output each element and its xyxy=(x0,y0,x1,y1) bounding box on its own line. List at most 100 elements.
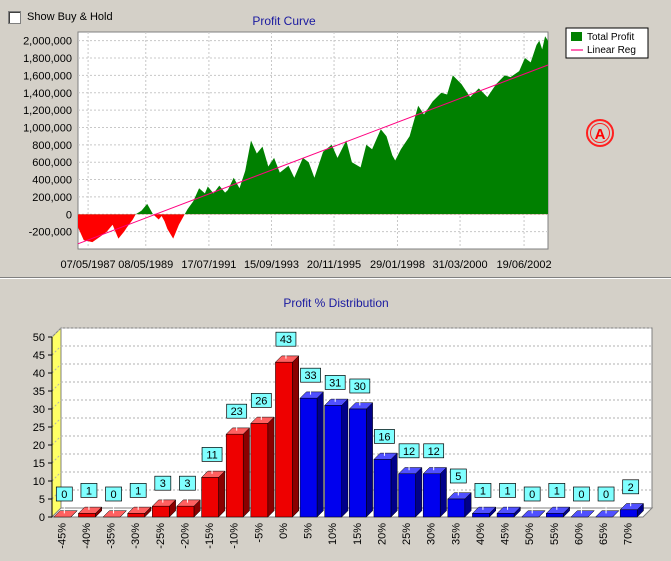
data-label-box xyxy=(129,483,147,498)
bar-front xyxy=(422,473,441,518)
data-label-box xyxy=(423,443,445,459)
x-tick-label: 15% xyxy=(352,523,364,545)
data-label-box xyxy=(398,443,420,459)
bar-top xyxy=(102,510,127,518)
data-label-box xyxy=(55,486,73,502)
distribution-x-axis: -45% -40% -35% -30% -25% -20% -15% -10% -5% 0% 5% 1… xyxy=(56,523,634,549)
bar-side xyxy=(366,402,373,518)
data-label-box xyxy=(622,479,640,495)
bar-side xyxy=(292,355,299,518)
bar-0%: 43 xyxy=(274,331,300,518)
bar-side xyxy=(341,398,349,518)
x-tick-label: 30% xyxy=(426,523,438,545)
data-label-box xyxy=(548,483,566,498)
x-tick-label: 45% xyxy=(500,523,512,545)
y-tick-label: 15 xyxy=(33,458,45,470)
bar-front xyxy=(619,509,638,518)
bar-70%: 2 xyxy=(619,479,645,518)
data-label: 33 xyxy=(304,370,316,382)
x-tick-label: 10% xyxy=(327,523,339,545)
bar-front xyxy=(78,513,96,518)
data-label: 12 xyxy=(403,446,415,458)
bar-side xyxy=(267,416,275,518)
profit-curve-x-axis: 07/05/1987 08/05/1989 17/07/1991 15/09/1993… xyxy=(61,259,552,271)
x-tick-label: -30% xyxy=(130,523,142,549)
bar-front xyxy=(225,433,244,518)
marker-label: A xyxy=(595,126,606,143)
x-tick-label: 25% xyxy=(401,523,413,545)
data-label: 31 xyxy=(329,377,341,389)
bar--10%: 23 xyxy=(225,403,251,518)
show-buy-hold-checkbox[interactable]: Show Buy & Hold xyxy=(8,9,113,25)
y-tick-label: 30 xyxy=(33,404,45,416)
data-label-box xyxy=(349,378,371,394)
bar-top xyxy=(570,510,595,518)
distribution-y-axis: 0 5 10 15 20 25 30 35 40 45 50 xyxy=(33,332,53,524)
data-label-box xyxy=(474,483,492,498)
x-tick-label: 0% xyxy=(278,523,290,539)
y-tick-label: 400,000 xyxy=(32,175,72,187)
bar--30%: 1 xyxy=(127,483,152,518)
linear-reg-segment xyxy=(77,64,549,245)
data-label-box xyxy=(179,475,196,491)
bar-front xyxy=(447,498,466,518)
x-tick-label: -10% xyxy=(229,523,241,549)
data-label: 1 xyxy=(505,485,511,497)
bar-front xyxy=(546,513,564,518)
bar-55%: 1 xyxy=(545,483,571,518)
profit-curve-y-axis: -200,000 0 200,000 400,000 600,000 800,000 1,0… xyxy=(23,36,72,239)
bar-front xyxy=(250,423,269,518)
profit-curve-area xyxy=(78,36,548,243)
x-tick-label: 5% xyxy=(303,523,315,539)
y-tick-label: 45 xyxy=(33,350,45,362)
x-tick-label: -25% xyxy=(155,523,167,549)
data-label: 5 xyxy=(455,471,461,483)
y-tick-label: 50 xyxy=(33,332,45,344)
x-tick-label: -5% xyxy=(253,523,265,543)
data-label: 43 xyxy=(280,334,292,346)
data-label-box xyxy=(201,447,223,462)
annotation-marker-a[interactable]: A xyxy=(586,119,614,147)
data-label-box xyxy=(374,429,395,444)
data-label-box xyxy=(154,475,172,491)
profit-curve-legend: Total Profit Linear Reg xyxy=(565,27,649,59)
bar--20%: 3 xyxy=(176,475,201,518)
y-tick-label: 1,600,000 xyxy=(23,70,72,82)
checkbox-box[interactable] xyxy=(8,10,21,24)
data-label: 12 xyxy=(428,446,440,458)
bar-side xyxy=(218,470,226,518)
data-label: 3 xyxy=(184,478,190,490)
bar--25%: 3 xyxy=(151,475,177,518)
data-label: 1 xyxy=(554,485,560,497)
distribution-title: Profit % Distribution xyxy=(283,296,388,310)
x-tick-label: 35% xyxy=(450,523,462,545)
y-tick-label: 200,000 xyxy=(32,192,72,204)
y-tick-label: 600,000 xyxy=(32,157,72,169)
data-label-box xyxy=(226,403,248,419)
bar-front xyxy=(201,477,219,518)
bar-60%: 0 xyxy=(570,486,595,518)
x-tick-label: -35% xyxy=(106,523,118,549)
bar--40%: 1 xyxy=(77,483,103,518)
bar-65%: 0 xyxy=(594,486,620,518)
data-label-box xyxy=(300,367,321,383)
data-label: 16 xyxy=(378,431,390,443)
x-tick-label: 50% xyxy=(524,523,536,545)
distribution-grid xyxy=(51,327,652,500)
bar-5%: 33 xyxy=(299,367,324,518)
y-tick-label: 40 xyxy=(33,368,45,380)
data-label-box xyxy=(80,483,98,498)
data-label: 0 xyxy=(603,489,609,501)
data-label-box xyxy=(250,393,272,408)
data-label: 1 xyxy=(86,485,92,497)
bar-30%: 12 xyxy=(422,443,448,518)
y-tick-label: -200,000 xyxy=(29,227,72,239)
legend-total-profit-swatch xyxy=(571,32,582,41)
y-tick-label: 20 xyxy=(33,440,45,452)
data-label: 1 xyxy=(135,485,141,497)
profit-curve-title: Profit Curve xyxy=(252,14,316,28)
y-tick-label: 800,000 xyxy=(32,140,72,152)
bar--35%: 0 xyxy=(102,486,127,518)
x-tick-label: 07/05/1987 xyxy=(61,259,116,271)
